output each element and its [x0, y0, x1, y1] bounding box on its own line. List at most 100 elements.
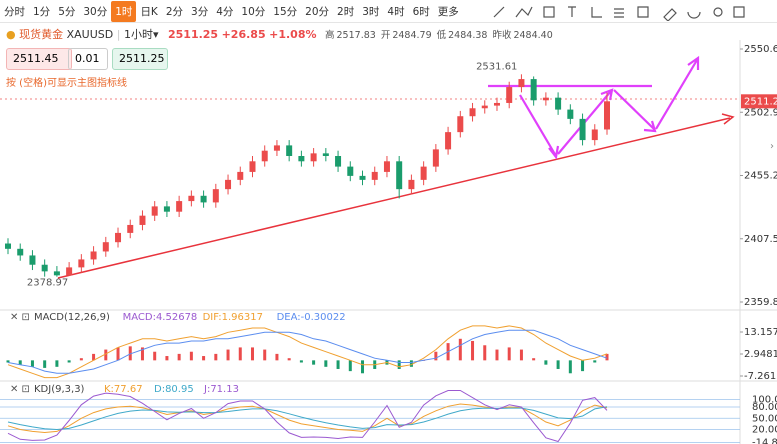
- symbol-name: 现货黄金: [19, 28, 64, 41]
- indicator-readout: D:80.95: [154, 384, 194, 395]
- indicator-line: [7, 403, 608, 434]
- macd-bar: [92, 353, 96, 361]
- candle-body: [115, 232, 122, 243]
- candle-body: [188, 195, 195, 202]
- candle-body: [212, 189, 219, 203]
- stat: 昨收 2484.40: [492, 30, 552, 41]
- indicator-title: KDJ(9,3,3): [34, 384, 85, 395]
- interval-tab[interactable]: 30分: [83, 6, 108, 18]
- symbol-code: XAUUSD: [66, 28, 114, 41]
- lot-box[interactable]: 0.01: [68, 48, 108, 70]
- interval[interactable]: 1小时: [123, 28, 153, 41]
- y-tick-label: -14.84: [752, 438, 777, 444]
- candle-body: [298, 155, 305, 162]
- interval-tab[interactable]: 1分: [33, 6, 51, 18]
- macd-bar: [128, 346, 132, 361]
- macd-bar: [67, 360, 71, 363]
- candle-body: [176, 201, 183, 212]
- price-tag: [741, 94, 777, 109]
- indicator-readout: DIF:1.96317: [203, 312, 263, 323]
- macd-bar: [593, 360, 597, 363]
- macd-bar: [458, 338, 462, 361]
- macd-bar: [361, 360, 365, 374]
- candle-body: [273, 145, 280, 151]
- candle-body: [261, 150, 268, 162]
- candle-body: [579, 118, 586, 141]
- candle-body: [359, 175, 366, 180]
- stat: 高 2517.83: [325, 30, 376, 41]
- interval-tab[interactable]: 4分: [216, 6, 234, 18]
- indicator-line: [7, 406, 608, 431]
- interval-tab[interactable]: 更多: [437, 6, 459, 18]
- stat-value: 2484.79: [392, 30, 432, 41]
- candle-body: [53, 271, 60, 276]
- stat-value: 2484.40: [513, 30, 553, 41]
- macd-bar: [226, 349, 230, 361]
- macd-bar: [605, 353, 609, 361]
- candle-body: [506, 87, 513, 103]
- indicator-line: [7, 329, 608, 374]
- candle-body: [66, 267, 73, 276]
- candle-body: [163, 206, 170, 212]
- stat-label: 低: [436, 30, 447, 41]
- candle-body: [139, 215, 146, 225]
- interval-tab[interactable]: 10分: [241, 6, 266, 18]
- indicator-readout: J:71.13: [203, 384, 239, 395]
- macd-bar: [312, 360, 316, 365]
- interval-tab[interactable]: 5分: [58, 6, 76, 18]
- interval-tab[interactable]: 15分: [273, 6, 298, 18]
- candle-body: [408, 179, 415, 190]
- stat-label: 昨收: [492, 30, 512, 41]
- candle-body: [604, 101, 610, 130]
- candle-body: [383, 161, 390, 172]
- stat: 低 2484.38: [437, 30, 488, 41]
- svg-text:✕ ⊡: ✕ ⊡: [10, 312, 30, 323]
- interval-tab[interactable]: 1时: [111, 1, 137, 22]
- interval-tab[interactable]: 20分: [305, 6, 330, 18]
- buy-box[interactable]: 2511.25: [112, 48, 168, 70]
- svg-text:✕ ⊡: ✕ ⊡: [10, 384, 30, 395]
- interval-tab[interactable]: 4时: [387, 6, 405, 18]
- candle-body: [127, 224, 134, 233]
- candle-body: [286, 145, 293, 156]
- macd-bar: [238, 347, 242, 361]
- sell-box[interactable]: 2511.45: [6, 48, 72, 70]
- candle-body: [29, 255, 36, 265]
- stat-label: 高: [325, 30, 335, 41]
- price-tag-label: 2511.25: [744, 96, 777, 107]
- macd-bar: [483, 345, 487, 361]
- interval-tab[interactable]: 日K: [140, 6, 158, 18]
- macd-bar: [568, 360, 572, 374]
- candle-body: [249, 161, 256, 172]
- interval-tab[interactable]: 6时: [412, 6, 430, 18]
- candle-body: [151, 206, 158, 216]
- low-annotation: 2378.97: [27, 278, 68, 289]
- candle-body: [90, 251, 97, 260]
- macd-bar: [140, 347, 144, 361]
- interval-tab[interactable]: 3时: [362, 6, 380, 18]
- candle-body: [432, 149, 439, 167]
- high-annotation: 2531.61: [476, 61, 517, 72]
- macd-bar: [287, 358, 291, 361]
- macd-bar: [495, 349, 499, 361]
- indicator-readout: DEA:-0.30022: [277, 312, 346, 323]
- interval-tab[interactable]: 3分: [191, 6, 209, 18]
- candle-body: [322, 153, 329, 156]
- macd-bar: [202, 356, 206, 361]
- macd-bar: [507, 347, 511, 361]
- candle-body: [335, 155, 342, 167]
- interval-tab[interactable]: 2时: [337, 6, 355, 18]
- y-tick-label: 2455.29: [744, 171, 777, 182]
- candle-body: [518, 79, 525, 88]
- interval-tab[interactable]: 2分: [165, 6, 184, 18]
- macd-bar: [299, 360, 303, 363]
- macd-bar: [336, 360, 340, 369]
- y-tick-label: -7.26129: [744, 371, 777, 382]
- interval-tab[interactable]: 分时: [4, 6, 25, 18]
- candle-body: [420, 166, 427, 180]
- macd-bar: [556, 360, 560, 369]
- macd-bar: [471, 340, 475, 361]
- macd-bar: [18, 360, 22, 365]
- y-tick-label: 2550.69: [744, 44, 777, 55]
